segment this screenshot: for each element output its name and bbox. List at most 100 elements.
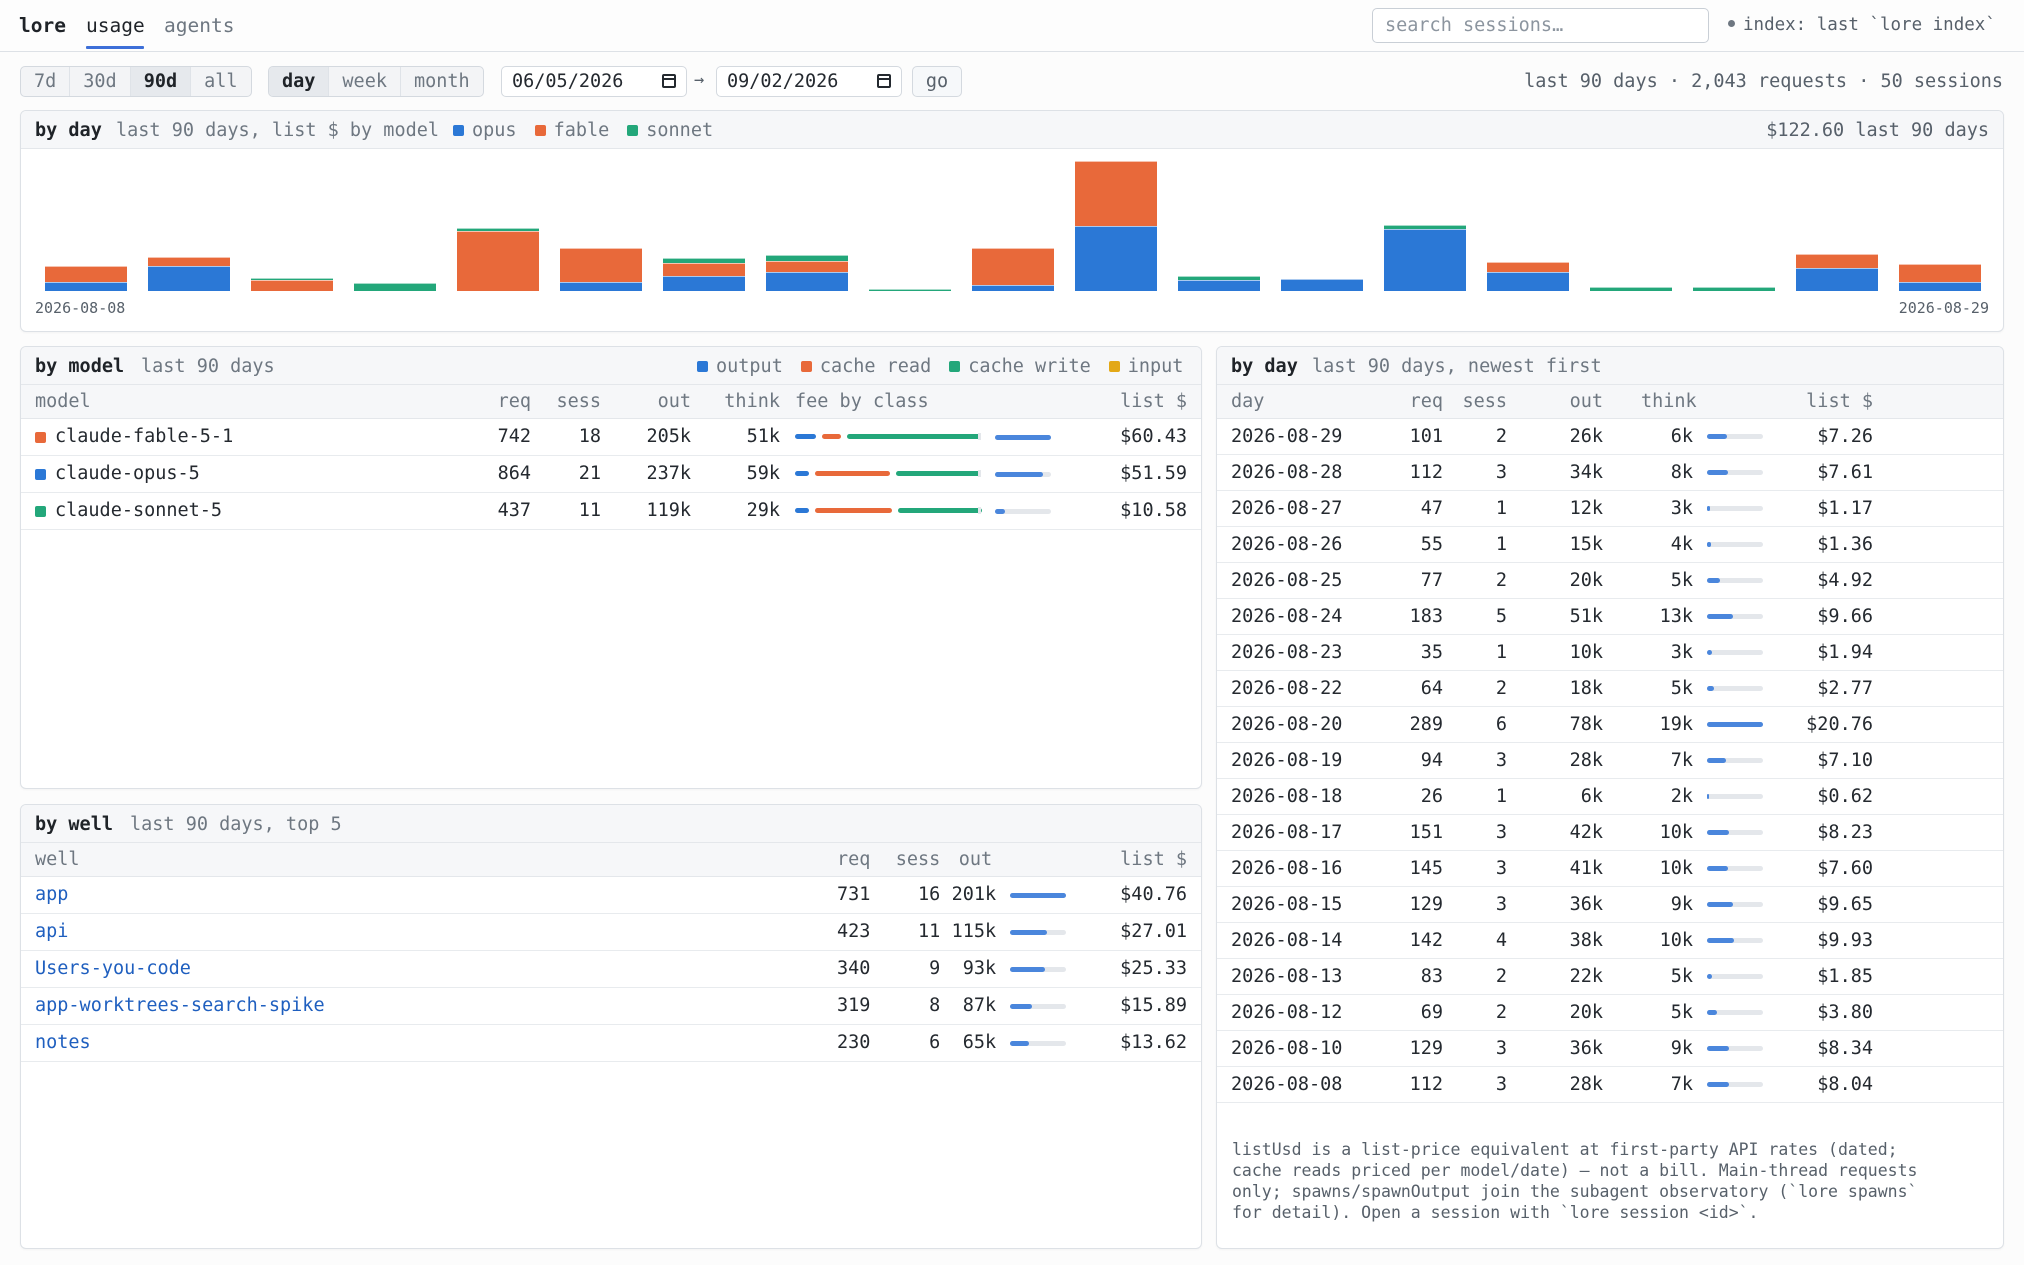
day-row[interactable]: 2026-08-13 83 2 22k 5k $1.85 (1217, 958, 2003, 995)
bar-opus[interactable] (766, 272, 849, 291)
day-row[interactable]: 2026-08-12 69 2 20k 5k $3.80 (1217, 994, 2003, 1031)
bar-sonnet[interactable] (1383, 225, 1466, 229)
bar-sonnet[interactable] (1692, 286, 1775, 291)
day-row[interactable]: 2026-08-23 35 1 10k 3k $1.94 (1217, 634, 2003, 671)
column-header[interactable]: list $ (1070, 385, 1201, 419)
day-row[interactable]: 2026-08-18 26 1 6k 2k $0.62 (1217, 778, 2003, 815)
bar-fable[interactable] (1074, 161, 1157, 226)
model-row[interactable]: claude-opus-5 864 21 237k 59k $51.59 (21, 455, 1201, 493)
column-header[interactable]: sess (1443, 385, 1507, 419)
day-row[interactable]: 2026-08-16 145 3 41k 10k $7.60 (1217, 850, 2003, 887)
well-row[interactable]: app 731 16 201k $40.76 (21, 876, 1201, 914)
granularity-month[interactable]: month (413, 71, 470, 92)
well-row[interactable]: Users-you-code 340 9 93k $25.33 (21, 950, 1201, 988)
bar-opus[interactable] (972, 284, 1054, 291)
column-header[interactable]: req (461, 385, 531, 419)
granularity-week[interactable]: week (329, 67, 401, 96)
day-row[interactable]: 2026-08-27 47 1 12k 3k $1.17 (1217, 490, 2003, 527)
bar-opus[interactable] (1383, 228, 1466, 291)
well-link[interactable]: api (21, 913, 837, 951)
well-link[interactable]: app-worktrees-search-spike (21, 987, 837, 1025)
day-row[interactable]: 2026-08-19 94 3 28k 7k $7.10 (1217, 742, 2003, 779)
day-row[interactable]: 2026-08-14 142 4 38k 10k $9.93 (1217, 922, 2003, 959)
well-link[interactable]: notes (21, 1024, 837, 1062)
column-header[interactable]: req (1393, 385, 1443, 419)
date-from-input[interactable]: 06/05/2026 (501, 66, 687, 97)
column-header[interactable]: out (601, 385, 691, 419)
day-row[interactable]: 2026-08-26 55 1 15k 4k $1.36 (1217, 526, 2003, 563)
nav-tab-agents[interactable]: agents (164, 14, 235, 37)
bar-sonnet[interactable] (354, 282, 437, 291)
date-to-input[interactable]: 09/02/2026 (716, 66, 902, 97)
bar-sonnet[interactable] (457, 227, 540, 231)
bar-fable[interactable] (560, 247, 643, 283)
bar-sonnet[interactable] (251, 277, 334, 280)
bar-fable[interactable] (45, 266, 128, 282)
range-preset-30d[interactable]: 30d (70, 67, 131, 96)
bar-fable[interactable] (148, 257, 231, 266)
model-row[interactable]: claude-sonnet-5 437 11 119k 29k $10.58 (21, 492, 1201, 530)
column-header[interactable]: req (837, 843, 871, 877)
bar-fable[interactable] (972, 247, 1054, 285)
bar-fable[interactable] (663, 262, 746, 276)
well-link[interactable]: app (21, 876, 837, 914)
bar-opus[interactable] (1280, 279, 1363, 291)
day-row[interactable]: 2026-08-24 183 5 51k 13k $9.66 (1217, 598, 2003, 635)
range-preset-7d[interactable]: 7d (21, 67, 71, 96)
bar-opus[interactable] (45, 281, 128, 291)
bar-sonnet[interactable] (1589, 287, 1672, 291)
day-row[interactable]: 2026-08-08 112 3 28k 7k $8.04 (1217, 1066, 2003, 1103)
bar-sonnet[interactable] (663, 257, 746, 263)
bar-fable[interactable] (1898, 263, 1981, 283)
brand-logo[interactable]: lore (19, 14, 66, 37)
well-row[interactable]: app-worktrees-search-spike 319 8 87k $15.89 (21, 987, 1201, 1025)
well-link[interactable]: Users-you-code (21, 950, 837, 988)
bar-opus[interactable] (560, 282, 643, 291)
bar-opus[interactable] (1486, 272, 1569, 291)
bar-opus[interactable] (1074, 226, 1157, 291)
model-row[interactable]: claude-fable-5-1 742 18 205k 51k $60.43 (21, 418, 1201, 456)
bar-sonnet[interactable] (869, 288, 952, 291)
column-header[interactable]: day (1217, 385, 1393, 419)
calendar-icon[interactable] (877, 74, 891, 88)
column-header[interactable]: sess (531, 385, 601, 419)
bar-opus[interactable] (148, 266, 231, 291)
column-header[interactable]: out (940, 843, 1121, 877)
nav-tab-usage[interactable]: usage (86, 14, 145, 37)
well-row[interactable]: api 423 11 115k $27.01 (21, 913, 1201, 951)
bar-opus[interactable] (1795, 267, 1878, 291)
bar-fable[interactable] (1795, 254, 1878, 268)
bar-sonnet[interactable] (766, 254, 849, 261)
column-header[interactable]: out (1507, 385, 1603, 419)
column-header[interactable]: sess (870, 843, 941, 877)
day-row[interactable]: 2026-08-28 112 3 34k 8k $7.61 (1217, 454, 2003, 491)
day-row[interactable]: 2026-08-29 101 2 26k 6k $7.26 (1217, 418, 2003, 455)
day-row[interactable]: 2026-08-17 151 3 42k 10k $8.23 (1217, 814, 2003, 851)
bar-fable[interactable] (457, 231, 540, 291)
column-header[interactable]: fee by class (780, 385, 1070, 419)
day-row[interactable]: 2026-08-10 129 3 36k 9k $8.34 (1217, 1030, 2003, 1067)
day-row[interactable]: 2026-08-20 289 6 78k 19k $20.76 (1217, 706, 2003, 743)
go-button[interactable]: go (912, 66, 962, 97)
bar-opus[interactable] (1898, 282, 1981, 291)
bar-fable[interactable] (1486, 261, 1569, 273)
bar-opus[interactable] (1177, 279, 1260, 291)
bar-fable[interactable] (766, 261, 849, 273)
column-header[interactable]: list $ (1120, 843, 1201, 877)
day-row[interactable]: 2026-08-15 129 3 36k 9k $9.65 (1217, 886, 2003, 923)
column-header[interactable]: think (691, 385, 780, 419)
day-row[interactable]: 2026-08-25 77 2 20k 5k $4.92 (1217, 562, 2003, 599)
bar-sonnet[interactable] (1177, 276, 1260, 280)
range-preset-all[interactable]: all (204, 71, 238, 92)
column-header[interactable]: model (21, 385, 461, 419)
granularity-day[interactable]: day (269, 67, 330, 96)
calendar-icon[interactable] (662, 74, 676, 88)
well-row[interactable]: notes 230 6 65k $13.62 (21, 1024, 1201, 1062)
range-preset-90d[interactable]: 90d (130, 67, 192, 96)
column-header[interactable]: well (21, 843, 837, 877)
bar-opus[interactable] (663, 276, 746, 291)
search-input[interactable] (1372, 8, 1709, 43)
bar-fable[interactable] (251, 279, 334, 291)
day-row[interactable]: 2026-08-22 64 2 18k 5k $2.77 (1217, 670, 2003, 707)
column-header[interactable]: list $ (1763, 385, 1873, 419)
